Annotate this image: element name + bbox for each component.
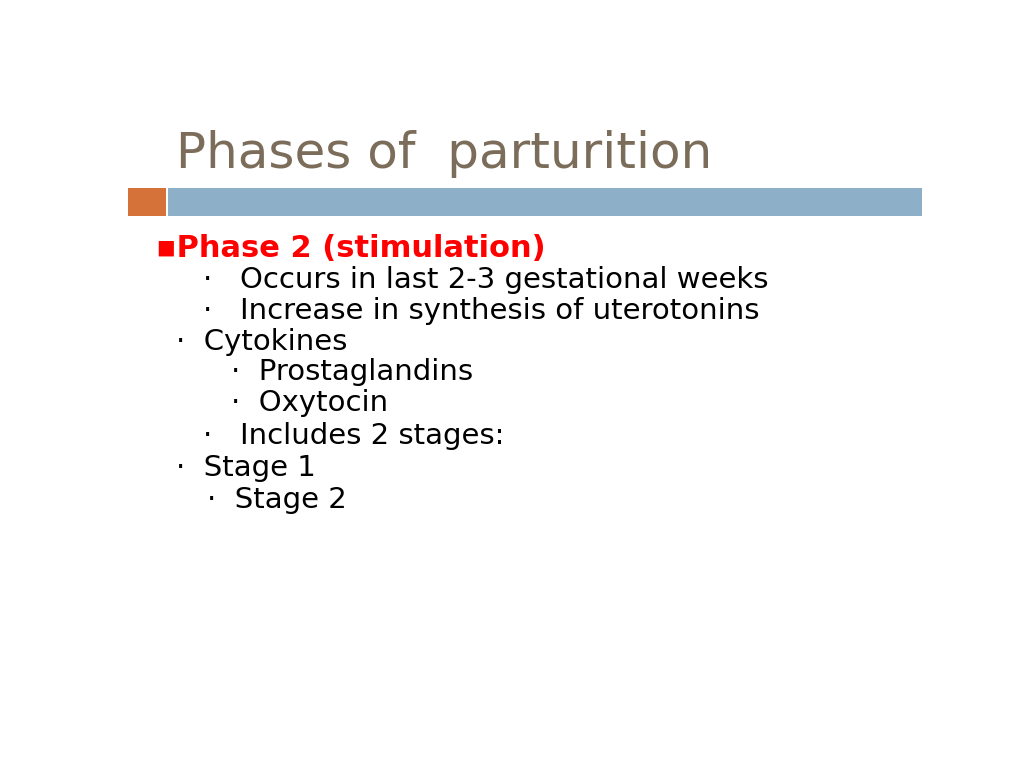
Text: ·  Stage 1: · Stage 1 (176, 454, 315, 482)
Text: ·   Increase in synthesis of uterotonins: · Increase in synthesis of uterotonins (204, 297, 760, 325)
Text: ·  Stage 2: · Stage 2 (207, 486, 347, 515)
Text: ·  Cytokines: · Cytokines (176, 328, 347, 356)
Text: ▪Phase 2 (stimulation): ▪Phase 2 (stimulation) (156, 234, 546, 263)
Text: ·   Includes 2 stages:: · Includes 2 stages: (204, 422, 505, 450)
Bar (128, 188, 166, 217)
Text: Phases of  parturition: Phases of parturition (176, 131, 712, 178)
Text: ·   Occurs in last 2-3 gestational weeks: · Occurs in last 2-3 gestational weeks (204, 266, 769, 294)
Text: ·  Prostaglandins: · Prostaglandins (231, 359, 473, 386)
Text: ·  Oxytocin: · Oxytocin (231, 389, 388, 417)
Bar (168, 188, 922, 217)
